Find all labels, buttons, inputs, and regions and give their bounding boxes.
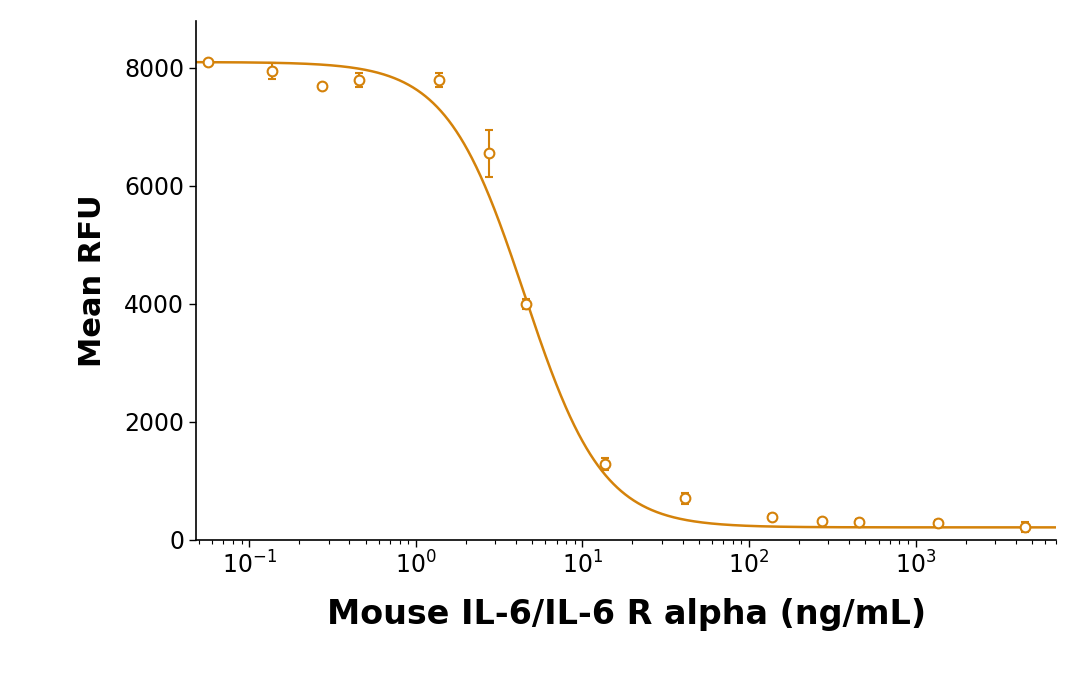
Y-axis label: Mean RFU: Mean RFU: [78, 194, 108, 367]
X-axis label: Mouse IL-6/IL-6 R alpha (ng/mL): Mouse IL-6/IL-6 R alpha (ng/mL): [327, 598, 926, 631]
